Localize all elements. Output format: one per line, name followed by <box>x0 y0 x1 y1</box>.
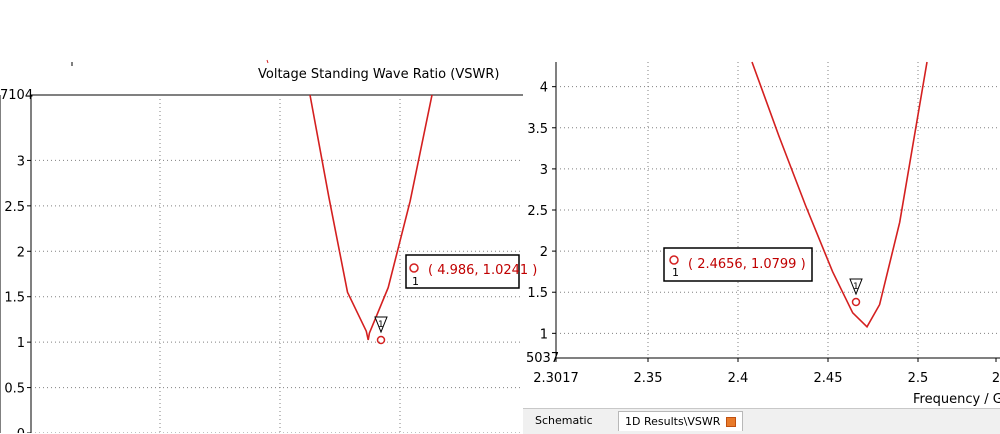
left-annotation-id: 1 <box>412 275 419 288</box>
result-tab-bar: Schematic 1D Results\VSWR <box>523 408 1000 434</box>
left-y-tick-label: 1.5 <box>4 291 25 306</box>
right-marker[interactable]: 1 <box>849 278 863 307</box>
right-x-tick-label: 2.3017 <box>533 371 579 386</box>
right-y-tick-label: 3.5 <box>527 122 548 137</box>
left-series-line <box>309 94 433 341</box>
right-y-tick-label: 2.5 <box>527 204 548 219</box>
right-x-tick-label: 2.5 <box>908 371 929 386</box>
left-vswr-chart: Voltage Standing Wave Ratio (VSWR) 7104 … <box>0 67 523 433</box>
left-annotation-box <box>405 254 520 289</box>
right-x-axis-label: Frequency / G <box>913 392 1000 407</box>
right-y-tick-label: 1 <box>540 327 548 342</box>
left-marker[interactable]: 1 <box>374 316 388 345</box>
left-y-tick-label: 2 <box>17 245 25 260</box>
right-y-ticks: 4 3.5 3 2.5 2 1.5 1 <box>527 81 556 342</box>
right-x-tick-label: 2.35 <box>634 371 663 386</box>
left-annotation-marker-icon <box>409 263 419 273</box>
right-marker-annotation: 1 ( 2.4656, 1.0799 ) <box>663 247 813 282</box>
left-y-top-label: 7104 <box>0 88 33 103</box>
right-y-tick-label: 3 <box>540 163 548 178</box>
left-y-tick-label: 0.5 <box>4 382 25 397</box>
right-y-tick-label: 4 <box>540 81 548 96</box>
left-grid <box>31 95 523 433</box>
right-grid <box>556 62 1000 358</box>
tab-schematic-label: Schematic <box>535 414 593 427</box>
right-y-tick-label: 1.5 <box>527 286 548 301</box>
right-vswr-chart: 5037 Frequency / G 43.532.521.51 2.3017 2… <box>526 61 1000 407</box>
left-marker-point <box>376 335 386 345</box>
right-marker-point <box>851 297 861 307</box>
right-x-tick-label: 2.45 <box>814 371 843 386</box>
right-series-line <box>751 61 928 329</box>
artifact-mark-red <box>266 59 269 64</box>
left-marker-triangle-icon <box>374 316 388 334</box>
right-annotation-box <box>663 247 813 282</box>
left-y-tick-label: 2.5 <box>4 200 25 215</box>
left-marker-triangle-id: 1 <box>378 320 384 330</box>
right-marker-triangle-icon <box>849 278 863 296</box>
left-marker-annotation: 1 ( 4.986, 1.0241 ) <box>405 254 537 289</box>
right-x-tick-label: 2.4 <box>728 371 749 386</box>
right-x-ticks: 2.3017 2.35 2.4 2.45 2.5 2 <box>533 358 1000 386</box>
tab-schematic[interactable]: Schematic <box>529 411 599 431</box>
left-y-tick-label: 3 <box>17 154 25 169</box>
left-y-tick-label: 0 <box>17 427 25 433</box>
right-y-tick-label: 2 <box>540 245 548 260</box>
left-annotation-text: ( 4.986, 1.0241 ) <box>428 263 537 278</box>
right-annotation-marker-icon <box>669 255 679 265</box>
left-y-ticks: 3 2.5 2 1.5 1 0.5 0 <box>4 154 31 433</box>
right-y-bottom-label: 5037 <box>526 351 559 366</box>
right-annotation-text: ( 2.4656, 1.0799 ) <box>688 257 806 272</box>
tab-1d-results-vswr[interactable]: 1D Results\VSWR <box>618 411 744 431</box>
left-y-tick-label: 1 <box>17 336 25 351</box>
right-x-tick-label: 2 <box>992 371 1000 386</box>
right-annotation-id: 1 <box>672 266 679 279</box>
left-chart-title: Voltage Standing Wave Ratio (VSWR) <box>258 67 499 82</box>
right-marker-triangle-id: 1 <box>853 282 859 292</box>
tab-results-label: 1D Results\VSWR <box>625 415 721 428</box>
close-icon[interactable] <box>726 417 737 427</box>
